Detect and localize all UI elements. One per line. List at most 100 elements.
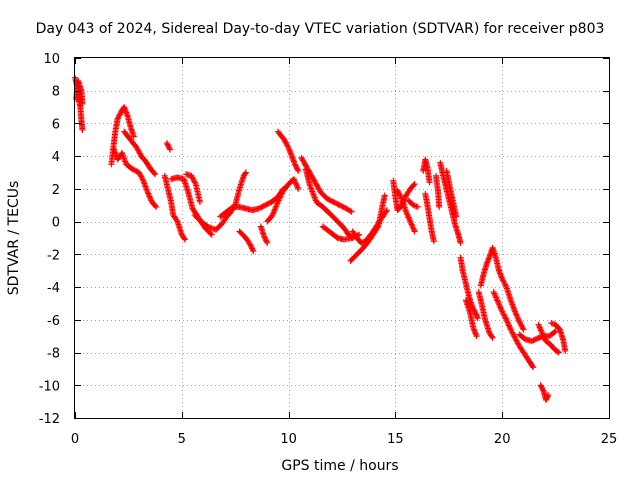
data-points [72,74,569,403]
data-point [291,177,298,184]
data-point [397,193,404,199]
data-point [249,246,256,253]
plot-frame [74,57,610,419]
data-point [503,316,510,323]
data-point [135,147,142,154]
data-point [410,181,417,188]
data-point [518,322,525,329]
y-tick-labels: -12 -10 -8 -6 -4 -2 0 2 4 6 8 10 [39,52,60,427]
y-tick-label: 2 [52,183,60,198]
data-point [488,333,495,340]
data-point [436,203,443,210]
data-point [499,277,506,284]
data-point [294,166,301,173]
data-point [164,141,171,148]
y-tick-label: 6 [52,117,60,132]
data-point [173,217,180,224]
data-point [501,312,508,319]
data-point [207,230,214,237]
data-point [515,315,522,322]
data-point [540,332,547,339]
data-point [261,233,268,240]
axis-ticks [75,58,610,419]
data-point [493,296,500,303]
data-point [134,146,141,153]
x-tick-label: 10 [280,432,297,447]
data-point [407,220,414,227]
data-point [264,239,271,246]
data-point [284,142,291,149]
data-point [426,179,433,186]
data-point [513,337,520,344]
data-point [491,290,498,297]
data-point [469,305,476,312]
data-point [509,330,516,337]
data-point [136,169,143,176]
data-point [394,187,401,194]
data-point [473,333,480,340]
data-point [500,278,507,285]
data-point [499,275,506,282]
data-point [381,192,388,199]
data-point [551,329,558,336]
data-point [502,282,509,289]
data-point [249,245,256,252]
data-point [293,165,300,172]
data-point [145,190,152,197]
data-point [493,294,500,301]
data-point [181,235,188,242]
data-point [511,333,518,340]
data-point [138,175,145,181]
data-point [277,193,284,200]
data-point [505,322,512,329]
data-point [190,176,197,183]
data-point [504,318,511,325]
y-tick-label: -6 [47,314,60,329]
data-point [274,199,281,205]
data-point [409,222,416,229]
data-point [492,293,499,300]
data-point [115,114,122,121]
data-point [347,208,354,214]
data-point [537,325,544,332]
data-point [489,334,496,341]
data-point [153,203,160,210]
data-point [395,188,402,195]
data-point [520,326,527,333]
data-point [383,207,390,214]
data-point [514,340,521,347]
data-point [340,204,347,211]
data-point [247,241,254,248]
data-point [295,185,302,192]
data-point [189,175,196,182]
data-point [505,321,512,328]
data-point [129,166,136,173]
data-point [411,228,418,235]
data-point [517,319,523,326]
data-point [490,289,497,295]
data-point [188,172,195,179]
data-point [534,335,541,342]
data-point [295,167,302,174]
data-point [293,163,300,170]
data-point [331,199,338,206]
data-point [248,244,255,251]
data-point [242,169,249,176]
data-point [541,334,548,341]
data-point [130,133,137,140]
data-point [510,332,517,339]
data-point [339,203,346,210]
data-point [519,323,526,330]
data-point [515,317,522,324]
x-tick-label: 15 [387,432,404,447]
data-point [247,242,254,249]
data-point [278,190,285,197]
data-point [132,167,139,174]
data-point [242,170,249,177]
data-point [348,208,355,215]
data-point [507,325,514,332]
data-point [536,323,543,330]
data-point [539,330,546,337]
data-point [502,281,509,288]
data-point [512,334,519,341]
